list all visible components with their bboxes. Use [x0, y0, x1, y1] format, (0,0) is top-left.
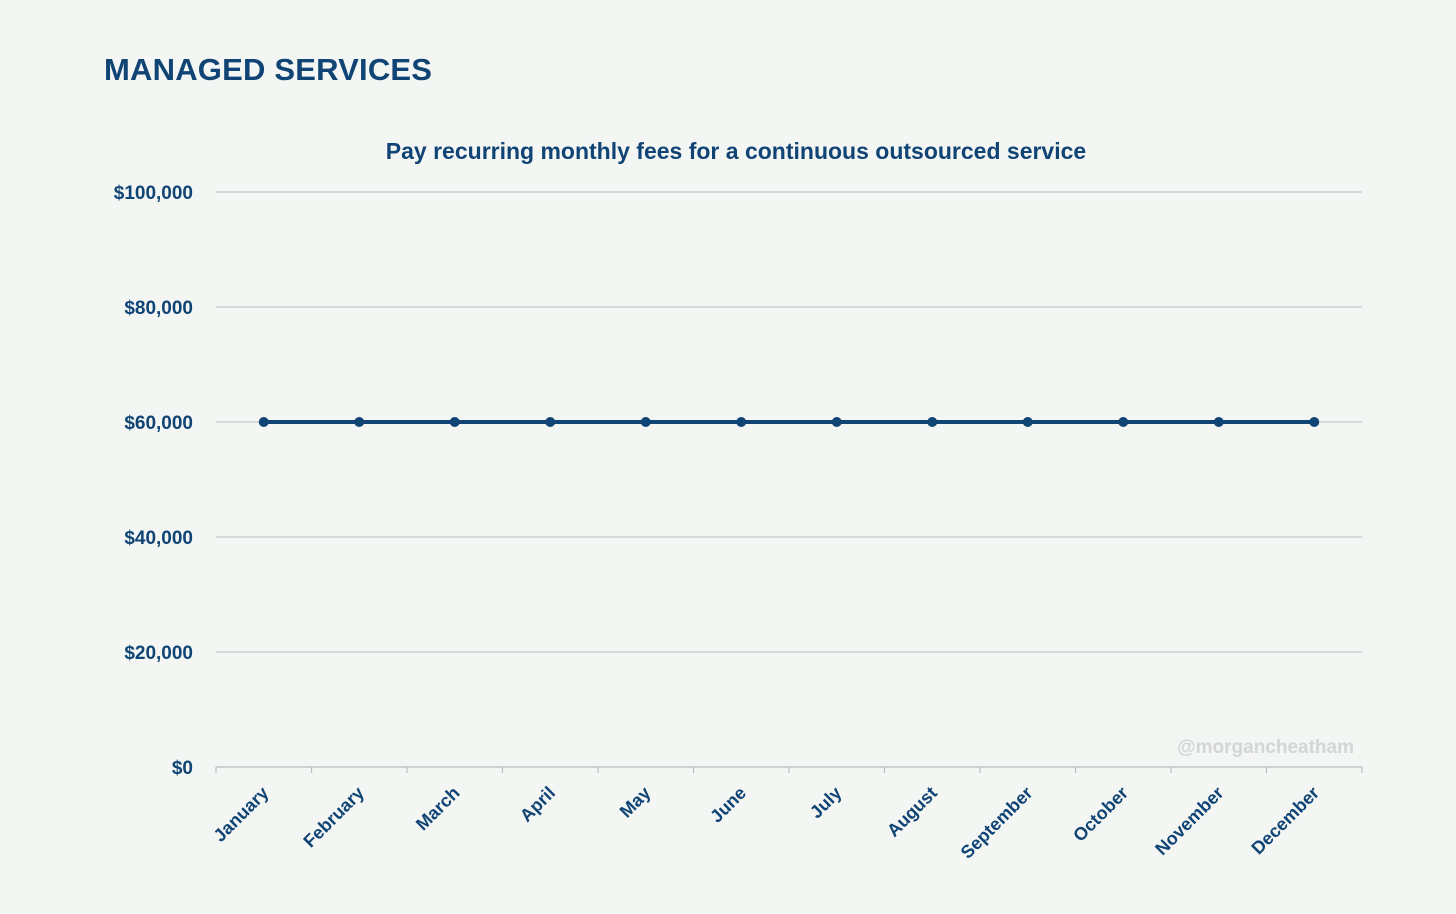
data-point — [640, 417, 651, 427]
x-tick-label: October — [1069, 783, 1132, 846]
x-tick-label: February — [299, 783, 368, 852]
data-point — [927, 417, 938, 427]
x-tick-label: December — [1247, 783, 1323, 859]
y-tick-label: $0 — [172, 758, 193, 779]
x-tick-label: August — [883, 783, 941, 841]
data-point — [258, 417, 269, 427]
y-tick-label: $20,000 — [124, 643, 193, 664]
x-tick-label: April — [516, 783, 559, 826]
y-tick-label: $40,000 — [124, 528, 193, 549]
data-point — [736, 417, 747, 427]
y-tick-label: $100,000 — [114, 183, 193, 204]
x-tick-label: November — [1151, 783, 1227, 859]
x-tick-label: July — [806, 783, 846, 823]
data-point — [1118, 417, 1129, 427]
data-point — [1213, 417, 1224, 427]
chart-title: Pay recurring monthly fees for a continu… — [386, 138, 1086, 164]
data-point — [1309, 417, 1320, 427]
data-point — [545, 417, 556, 427]
y-tick-label: $80,000 — [124, 298, 193, 319]
series-layer — [258, 417, 1320, 427]
x-tick-label: May — [616, 783, 655, 822]
watermark-text: @morgancheatham — [1177, 737, 1354, 758]
data-point — [354, 417, 365, 427]
data-point — [1022, 417, 1033, 427]
page-title: MANAGED SERVICES — [104, 52, 433, 87]
x-tick-label: September — [957, 783, 1037, 863]
y-tick-label: $60,000 — [124, 413, 193, 434]
x-tick-label: January — [210, 783, 273, 846]
x-tick-label: June — [706, 783, 750, 827]
x-axis: January February March April May June July Augu… — [210, 766, 1363, 863]
data-point — [449, 417, 460, 427]
data-point — [831, 417, 842, 427]
x-tick-label: March — [412, 783, 464, 835]
y-axis: $0 $20,000 $40,000 $60,000 $80,000 $100,000 — [114, 183, 193, 779]
